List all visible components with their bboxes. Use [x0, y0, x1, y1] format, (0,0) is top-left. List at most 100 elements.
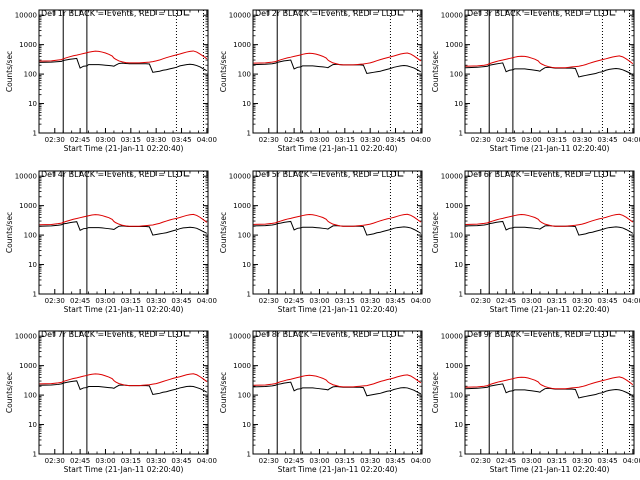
x-axis-title: Start Time (21-Jan-11 02:20:40) — [490, 305, 610, 314]
x-axis-title: Start Time (21-Jan-11 02:20:40) — [64, 305, 184, 314]
y-tick-label: 100 — [24, 71, 37, 79]
events-series-line — [39, 57, 208, 73]
y-tick-label: 100 — [238, 392, 251, 400]
y-tick-label: 100 — [450, 392, 463, 400]
x-tick-label: 03:30 — [572, 457, 592, 465]
panel-title: Det 5r BLACK = Events, RED = LLD — [255, 170, 397, 179]
panel-det-9: Det 9r BLACK = Events, RED = LLD 1 10 100 10… — [431, 330, 640, 474]
x-tick-label: 02:45 — [284, 136, 304, 144]
y-tick-label: 10000 — [15, 333, 37, 341]
events-series-line — [253, 59, 422, 75]
y-axis-title: Counts/sec — [219, 212, 228, 253]
y-tick-label: 10 — [454, 421, 463, 429]
x-tick-label: 02:45 — [284, 457, 304, 465]
y-tick-label: 10000 — [229, 173, 251, 181]
y-axis-title: Counts/sec — [219, 372, 228, 413]
y-tick-label: 1 — [459, 130, 463, 138]
x-tick-label: 03:00 — [521, 136, 541, 144]
x-tick-label: 04:00 — [623, 136, 640, 144]
x-tick-label: 03:30 — [146, 297, 166, 305]
panel-det-3: Det 3r BLACK = Events, RED = LLD 1 10 100 10… — [431, 9, 640, 153]
x-tick-label: 02:45 — [496, 457, 516, 465]
x-tick-label: 03:45 — [171, 136, 191, 144]
y-tick-label: 10 — [242, 261, 251, 269]
x-tick-label: 03:45 — [385, 457, 405, 465]
x-tick-label: 03:00 — [95, 136, 115, 144]
events-series-line — [253, 220, 422, 236]
x-axis-title: Start Time (21-Jan-11 02:20:40) — [278, 465, 398, 474]
y-tick-label: 10000 — [15, 173, 37, 181]
events-series-line — [39, 380, 208, 396]
y-tick-label: 10 — [28, 261, 37, 269]
y-tick-label: 1 — [247, 130, 251, 138]
panel-title: Det 2r BLACK = Events, RED = LLD — [255, 9, 397, 18]
x-tick-label: 04:00 — [411, 457, 431, 465]
x-tick-label: 03:30 — [572, 136, 592, 144]
x-tick-label: 03:45 — [597, 136, 617, 144]
x-tick-label: 03:45 — [171, 297, 191, 305]
plot-frame — [252, 330, 423, 455]
y-tick-label: 100 — [450, 232, 463, 240]
x-tick-label: 03:30 — [146, 457, 166, 465]
x-tick-label: 04:00 — [411, 297, 431, 305]
panel-det-1: Det 1r BLACK = Events, RED = LLD 1 10 100 10… — [5, 9, 217, 153]
lld-series-line — [39, 213, 208, 227]
x-axis-title: Start Time (21-Jan-11 02:20:40) — [490, 144, 610, 153]
x-tick-label: 03:30 — [360, 136, 380, 144]
y-tick-label: 1 — [247, 451, 251, 459]
y-tick-label: 1000 — [19, 202, 37, 210]
x-tick-label: 03:15 — [335, 297, 355, 305]
x-tick-label: 03:00 — [521, 457, 541, 465]
panel-title: Det 3r BLACK = Events, RED = LLD — [467, 9, 609, 18]
x-tick-label: 02:30 — [471, 457, 491, 465]
y-tick-label: 100 — [238, 232, 251, 240]
plot-frame — [464, 330, 635, 455]
x-axis-title: Start Time (21-Jan-11 02:20:40) — [278, 144, 398, 153]
x-tick-label: 03:15 — [121, 457, 141, 465]
plot-frame — [38, 9, 209, 134]
x-tick-label: 02:30 — [45, 457, 65, 465]
y-axis-title: Counts/sec — [5, 51, 14, 92]
panel-det-2: Det 2r BLACK = Events, RED = LLD 1 10 100 10… — [219, 9, 431, 153]
lld-series-line — [253, 213, 422, 227]
x-tick-label: 03:00 — [521, 297, 541, 305]
x-tick-label: 03:30 — [572, 297, 592, 305]
y-tick-label: 10000 — [441, 12, 463, 20]
panel-title: Det 4r BLACK = Events, RED = LLD — [41, 170, 183, 179]
x-tick-label: 03:30 — [360, 297, 380, 305]
lld-series-line — [465, 213, 634, 227]
corner-glyph — [609, 171, 616, 177]
y-tick-label: 10000 — [441, 333, 463, 341]
y-tick-label: 100 — [238, 71, 251, 79]
x-tick-label: 04:00 — [411, 136, 431, 144]
y-tick-label: 1000 — [233, 202, 251, 210]
x-tick-label: 04:00 — [197, 297, 217, 305]
y-tick-label: 10000 — [441, 173, 463, 181]
y-axis-title: Counts/sec — [431, 212, 440, 253]
x-axis-title: Start Time (21-Jan-11 02:20:40) — [278, 305, 398, 314]
x-tick-label: 03:30 — [360, 457, 380, 465]
x-tick-label: 02:30 — [259, 136, 279, 144]
y-tick-label: 10 — [28, 421, 37, 429]
corner-glyph — [183, 331, 190, 337]
lld-series-line — [465, 376, 634, 390]
x-tick-label: 03:15 — [121, 136, 141, 144]
y-axis-title: Counts/sec — [431, 51, 440, 92]
y-tick-label: 10 — [242, 100, 251, 108]
y-tick-label: 1 — [459, 291, 463, 299]
y-tick-label: 10000 — [229, 12, 251, 20]
y-tick-label: 1000 — [445, 202, 463, 210]
panel-title: Det 1r BLACK = Events, RED = LLD — [41, 9, 183, 18]
x-tick-label: 02:30 — [45, 297, 65, 305]
x-tick-label: 03:45 — [597, 297, 617, 305]
y-tick-label: 1000 — [233, 41, 251, 49]
y-tick-label: 10 — [454, 100, 463, 108]
corner-glyph — [609, 10, 616, 16]
x-tick-label: 03:00 — [95, 457, 115, 465]
x-tick-label: 03:15 — [121, 297, 141, 305]
y-tick-label: 1000 — [233, 362, 251, 370]
y-tick-label: 1 — [33, 291, 37, 299]
x-tick-label: 03:15 — [547, 457, 567, 465]
x-tick-label: 02:45 — [70, 136, 90, 144]
